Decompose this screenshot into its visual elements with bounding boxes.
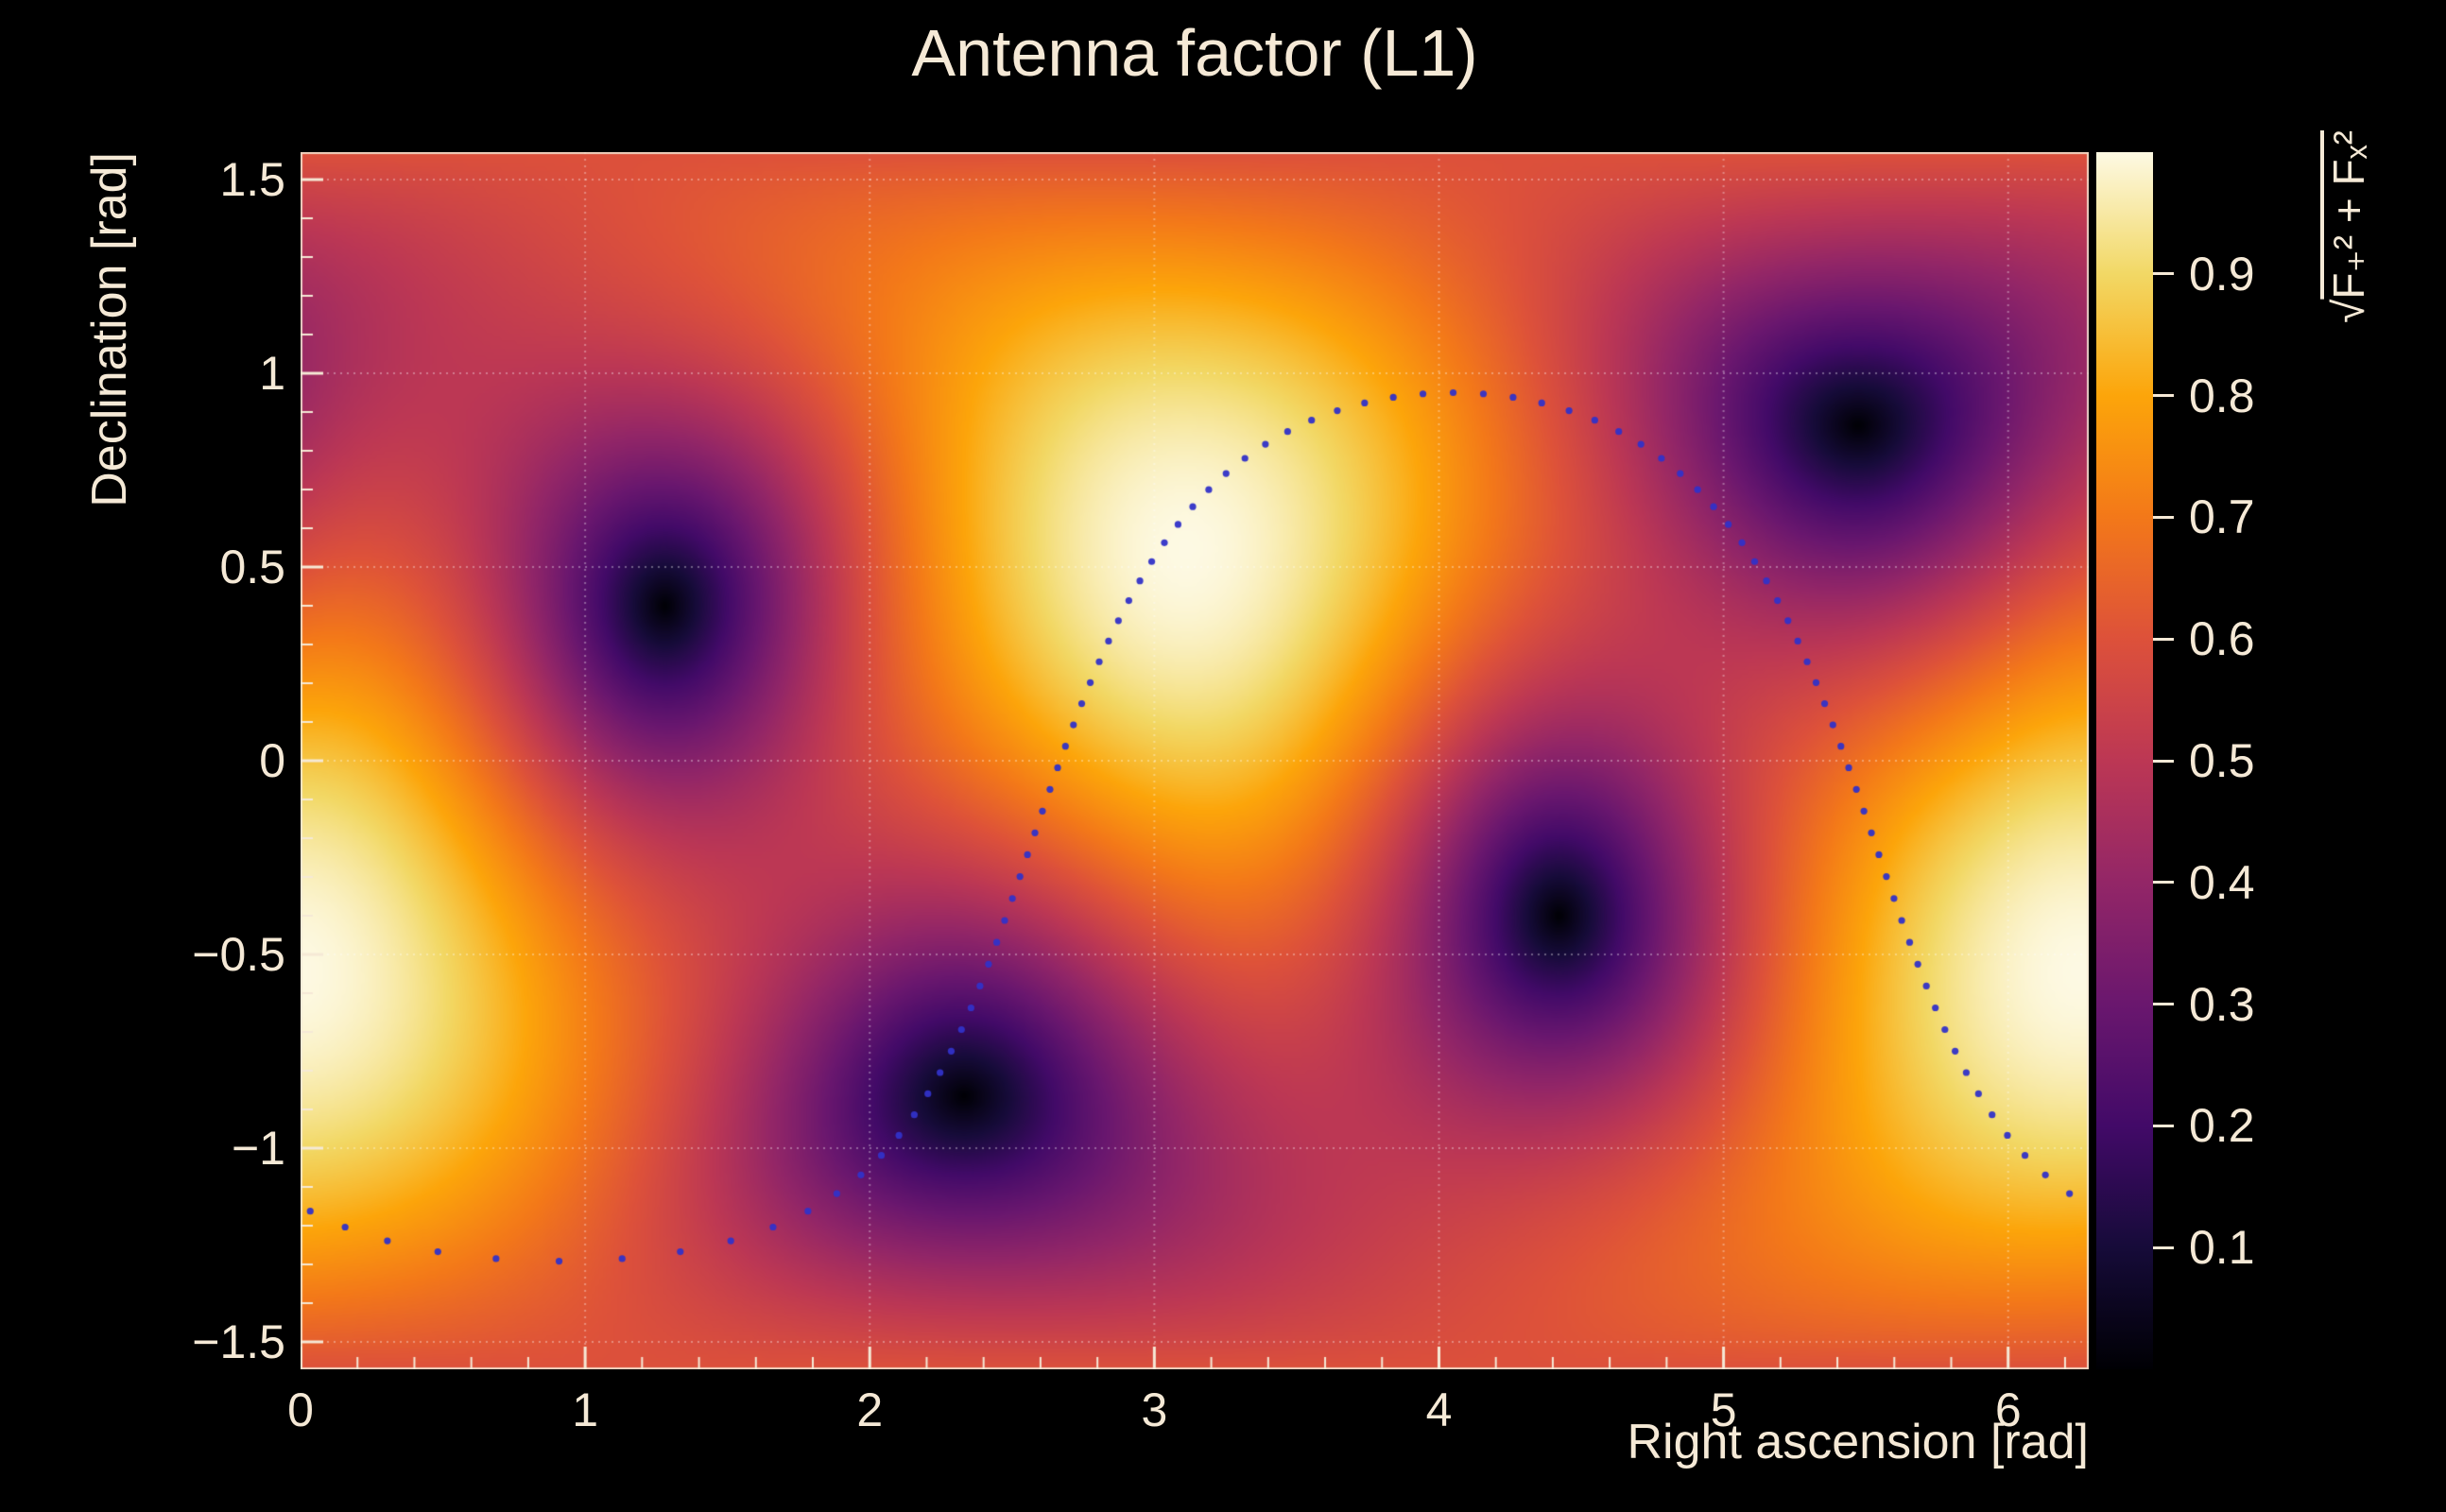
plot-title: Antenna factor (L1) bbox=[911, 16, 1478, 90]
x-tick-label: 4 bbox=[1425, 1383, 1453, 1436]
x-tick-label: 3 bbox=[1141, 1383, 1168, 1436]
colorbar-tick-label: 0.5 bbox=[2189, 734, 2255, 787]
y-tick-label: 0 bbox=[259, 734, 285, 787]
colorbar-tick-label: 0.2 bbox=[2189, 1099, 2255, 1153]
colorbar-tick-label: 0.8 bbox=[2189, 369, 2255, 422]
y-tick-label: 1 bbox=[259, 347, 285, 401]
colorbar-tick-mark bbox=[2153, 1003, 2174, 1006]
y-tick-label: −0.5 bbox=[192, 927, 285, 981]
x-tick-label: 1 bbox=[572, 1383, 599, 1436]
radical-sign: √ bbox=[2324, 299, 2373, 323]
colorbar-tick-label: 0.3 bbox=[2189, 977, 2255, 1031]
colorbar-tick-mark bbox=[2153, 515, 2174, 519]
colorbar-tick-label: 0.4 bbox=[2189, 855, 2255, 909]
colorbar-tick-label: 0.7 bbox=[2189, 490, 2255, 544]
colorbar-tick-mark bbox=[2153, 881, 2174, 885]
y-tick-label: −1.5 bbox=[192, 1314, 285, 1368]
heatmap-canvas bbox=[301, 152, 2089, 1369]
colorbar bbox=[2096, 152, 2153, 1369]
colorbar-tick-mark bbox=[2153, 272, 2174, 276]
x-tick-label: 0 bbox=[287, 1383, 314, 1436]
x-tick-label: 2 bbox=[856, 1383, 884, 1436]
x-axis-title: Right ascension [rad] bbox=[1627, 1415, 2090, 1469]
colorbar-tick-mark bbox=[2153, 759, 2174, 763]
colorbar-tick-mark bbox=[2153, 1246, 2174, 1249]
colorbar-tick-label: 0.1 bbox=[2189, 1221, 2255, 1275]
y-tick-label: −1 bbox=[231, 1121, 285, 1175]
colorbar-tick-label: 0.9 bbox=[2189, 247, 2255, 301]
colorbar-tick-mark bbox=[2153, 637, 2174, 641]
y-tick-label: 1.5 bbox=[219, 153, 285, 207]
colorbar-tick-label: 0.6 bbox=[2189, 612, 2255, 666]
colorbar-tick-mark bbox=[2153, 1124, 2174, 1127]
x-tick-label: 5 bbox=[1710, 1383, 1737, 1436]
colorbar-tick-mark bbox=[2153, 394, 2174, 398]
y-tick-label: 0.5 bbox=[219, 541, 285, 593]
x-tick-label: 6 bbox=[1994, 1383, 2022, 1436]
